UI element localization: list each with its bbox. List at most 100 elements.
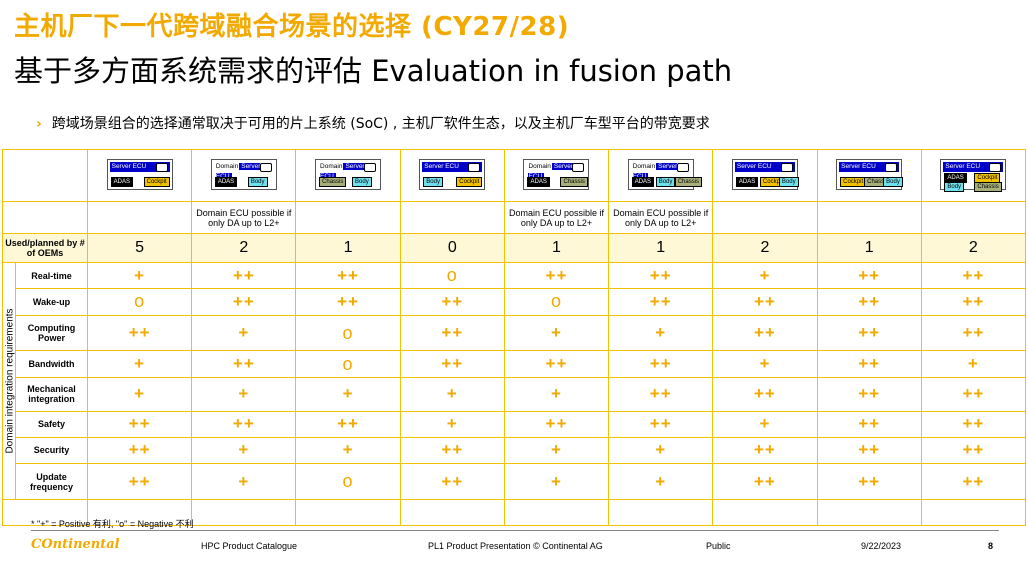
rating-cell: ++: [712, 463, 818, 500]
connector-icon: [259, 162, 272, 172]
positive-rating: +: [551, 323, 562, 343]
logo-text: Ontinental: [41, 537, 120, 552]
footer-classification: Public: [706, 541, 731, 551]
domain-chip-body: Body: [778, 176, 799, 187]
oem-count: 1: [608, 233, 714, 263]
rating-cell: ++: [86, 410, 193, 438]
positive-rating: ++: [545, 265, 568, 285]
requirement-row: Update frequency ++ + o ++ + + ++ ++ ++: [3, 463, 1027, 500]
positive-rating: ++: [962, 291, 985, 311]
rating-cell: +: [712, 350, 818, 378]
connector-icon: [468, 162, 481, 172]
oem-count: 1: [295, 233, 401, 263]
architecture-diagram-cell: Server ECU Body Cockpit: [399, 149, 505, 202]
rating-cell: +: [503, 436, 610, 465]
positive-rating: ++: [962, 323, 985, 343]
domain-chip-body: Body: [655, 176, 676, 187]
domain-chip-body: Body: [352, 176, 372, 187]
oem-label: Used/planned by # of OEMs: [2, 233, 88, 263]
connector-icon: [155, 162, 168, 172]
positive-rating: ++: [128, 471, 151, 491]
rating-cell: +: [295, 436, 401, 465]
rating-cell: o: [503, 288, 610, 316]
rating-cell: +: [608, 436, 714, 465]
connector-icon: [572, 162, 585, 172]
footer-date: 9/22/2023: [861, 541, 902, 551]
positive-rating: +: [759, 354, 771, 374]
page-title: 主机厂下一代跨域融合场景的选择 (CY27/28): [14, 12, 570, 42]
connector-icon: [364, 162, 377, 172]
positive-rating: ++: [649, 291, 672, 311]
rating-cell: ++: [503, 261, 610, 290]
server-ecu-label: Server ECU: [841, 162, 876, 170]
requirement-label: Update frequency: [15, 463, 88, 500]
positive-rating: ++: [232, 291, 255, 311]
domain-chip-cockpit: Cockpit: [143, 176, 170, 187]
positive-rating: ++: [337, 291, 359, 311]
column-note: Domain ECU possible if only DA up to L2+: [608, 201, 714, 234]
requirement-row: Bandwidth + ++ o ++ ++ ++ + ++ +: [3, 350, 1027, 378]
connector-icon: [780, 162, 793, 172]
empty-cell: [816, 499, 922, 526]
rating-cell: ++: [816, 350, 922, 378]
architecture-diagram: Server ECU ADAS Cockpit Body Chassis: [940, 158, 1007, 192]
domain-chip-adas: ADAS: [110, 176, 133, 187]
server-ecu-label: Server ECU: [111, 162, 147, 170]
rating-cell: ++: [191, 261, 297, 290]
positive-rating: +: [342, 384, 354, 404]
positive-rating: +: [134, 354, 146, 374]
positive-rating: ++: [858, 440, 881, 460]
rating-cell: ++: [920, 288, 1027, 316]
domain-chip-adas: ADAS: [527, 176, 550, 187]
positive-rating: +: [446, 414, 458, 434]
rating-cell: ++: [712, 314, 818, 352]
server-ecu-bar: Server ECU: [109, 161, 170, 172]
server-ecu-bar: Server ECU: [943, 161, 1004, 172]
positive-rating: +: [655, 471, 667, 491]
positive-rating: ++: [753, 471, 776, 491]
rating-cell: ++: [920, 436, 1027, 465]
domain-chip-body: Body: [944, 181, 965, 192]
rating-cell: +: [608, 314, 714, 352]
positive-rating: ++: [753, 291, 776, 311]
column-note: [399, 201, 505, 234]
requirement-row: Computing Power ++ + o ++ + + ++ ++ ++: [3, 314, 1027, 352]
oem-count: 5: [86, 233, 193, 263]
rating-cell: ++: [608, 376, 714, 412]
negative-rating: o: [550, 291, 562, 312]
rating-cell: ++: [920, 376, 1027, 412]
positive-rating: ++: [128, 323, 151, 343]
requirement-row: Wake-up o ++ ++ ++ o ++ ++ ++ ++: [3, 288, 1027, 316]
rating-cell: ++: [399, 314, 505, 352]
rating-cell: ++: [920, 261, 1027, 290]
empty-cell: [399, 499, 505, 526]
positive-rating: ++: [128, 414, 151, 434]
domain-chip-body: Body: [423, 176, 443, 187]
domain-chip-body: Body: [883, 176, 903, 187]
continental-logo: COntinental: [31, 537, 120, 552]
rating-cell: +: [191, 314, 297, 352]
rating-cell: +: [191, 463, 297, 500]
positive-rating: ++: [858, 414, 881, 434]
connector-icon: [676, 162, 689, 172]
positive-rating: ++: [441, 354, 464, 374]
server-ecu-bar: Server ECU: [422, 161, 483, 172]
positive-rating: +: [759, 265, 771, 285]
positive-rating: +: [446, 384, 458, 404]
positive-rating: ++: [858, 384, 881, 404]
architecture-diagram-cell: Server ECU Cockpit Chassis Body: [816, 149, 922, 202]
negative-rating: o: [342, 322, 354, 343]
rating-cell: ++: [608, 261, 714, 290]
rating-cell: ++: [191, 350, 297, 378]
rating-cell: ++: [712, 436, 818, 465]
requirement-label: Safety: [15, 410, 88, 438]
server-ecu-bar: Server ECU: [734, 161, 795, 172]
rating-cell: ++: [816, 261, 922, 290]
empty-cell: [86, 499, 193, 526]
rating-cell: ++: [608, 350, 714, 378]
